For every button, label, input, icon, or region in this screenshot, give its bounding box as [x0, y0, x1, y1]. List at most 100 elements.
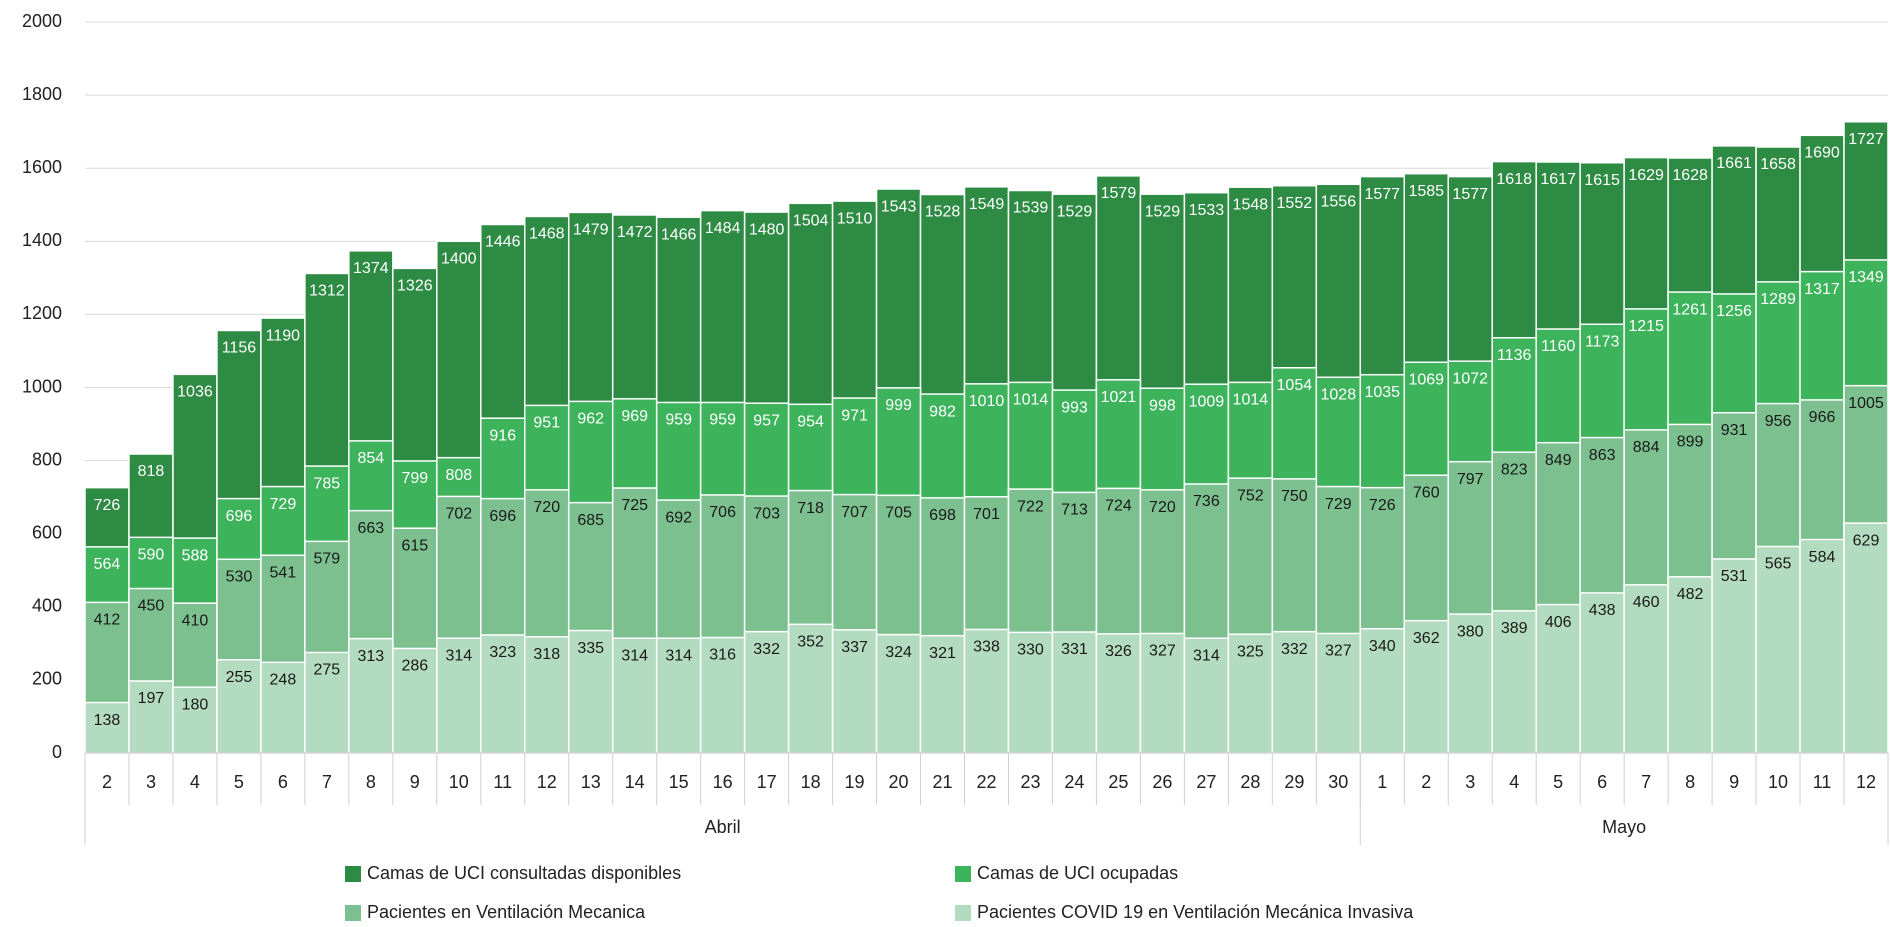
value-label: 584	[1809, 549, 1836, 566]
value-label: 331	[1061, 641, 1088, 658]
value-label: 1628	[1672, 167, 1708, 184]
value-label: 1585	[1408, 183, 1444, 200]
value-label: 1504	[793, 213, 829, 230]
value-label: 313	[357, 648, 384, 665]
value-label: 324	[885, 644, 912, 661]
value-label: 1349	[1848, 269, 1884, 286]
value-label: 541	[270, 564, 297, 581]
y-tick-label: 1800	[22, 84, 62, 104]
value-label: 1579	[1101, 185, 1137, 202]
value-label: 1661	[1716, 155, 1752, 172]
value-label: 724	[1105, 498, 1132, 515]
value-label: 314	[621, 647, 648, 664]
y-tick-label: 2000	[22, 11, 62, 31]
value-label: 286	[401, 658, 428, 675]
value-label: 726	[1369, 497, 1396, 514]
value-label: 1014	[1233, 392, 1269, 409]
value-label: 725	[621, 497, 648, 514]
value-label: 1005	[1848, 395, 1884, 412]
value-label: 1190	[266, 327, 301, 344]
value-label: 1261	[1672, 301, 1708, 318]
bar	[1051, 631, 1098, 754]
value-label: 314	[665, 647, 692, 664]
value-label: 1529	[1057, 203, 1093, 220]
value-label: 696	[489, 508, 516, 525]
value-label: 1479	[573, 222, 609, 239]
value-label: 705	[885, 505, 912, 522]
x-tick-label: 2	[1421, 772, 1431, 792]
value-label: 854	[357, 450, 384, 467]
bar	[611, 637, 658, 754]
value-label: 1021	[1101, 389, 1137, 406]
value-label: 1072	[1452, 370, 1488, 387]
value-label: 799	[401, 470, 428, 487]
bar	[1315, 632, 1362, 754]
bar	[963, 628, 1010, 754]
value-label: 1533	[1189, 202, 1225, 219]
value-label: 1484	[705, 220, 741, 237]
x-tick-label: 29	[1284, 772, 1304, 792]
bar	[172, 686, 218, 754]
value-label: 327	[1325, 643, 1352, 660]
group-label: Mayo	[1602, 817, 1646, 837]
value-label: 729	[1325, 496, 1352, 513]
value-label: 406	[1545, 614, 1572, 631]
y-tick-label: 1200	[22, 303, 62, 323]
value-label: 959	[709, 412, 736, 429]
value-label: 1009	[1189, 393, 1225, 410]
value-label: 1618	[1496, 171, 1532, 188]
x-tick-label: 21	[933, 772, 953, 792]
value-label: 412	[94, 612, 121, 629]
value-label: 1543	[881, 198, 917, 215]
bar	[1403, 619, 1449, 754]
value-label: 1312	[309, 283, 345, 300]
value-label: 330	[1017, 642, 1044, 659]
value-label: 326	[1105, 643, 1132, 660]
x-tick-label: 12	[537, 772, 557, 792]
bar	[436, 637, 482, 754]
value-label: 1160	[1541, 338, 1576, 355]
value-label: 1326	[397, 278, 433, 295]
value-label: 275	[314, 662, 341, 679]
value-label: 332	[1281, 641, 1308, 658]
value-label: 707	[841, 504, 868, 521]
legend-swatch	[345, 866, 361, 882]
value-label: 685	[577, 512, 604, 529]
x-tick-label: 7	[1641, 772, 1651, 792]
x-tick-label: 4	[1509, 772, 1519, 792]
value-label: 971	[841, 407, 868, 424]
value-label: 849	[1545, 452, 1572, 469]
y-tick-label: 400	[32, 596, 62, 616]
value-label: 718	[797, 500, 824, 517]
value-label: 1727	[1848, 131, 1884, 148]
bar	[787, 623, 834, 754]
x-tick-label: 8	[366, 772, 376, 792]
legend-label: Camas de UCI consultadas disponibles	[367, 863, 681, 883]
bar	[524, 636, 570, 754]
x-tick-label: 19	[845, 772, 865, 792]
value-label: 590	[138, 547, 165, 564]
bar	[1579, 592, 1625, 754]
legend-label: Camas de UCI ocupadas	[977, 863, 1178, 883]
value-label: 438	[1589, 602, 1616, 619]
x-tick-label: 27	[1196, 772, 1216, 792]
bar	[699, 636, 746, 754]
value-label: 1552	[1277, 195, 1313, 212]
value-label: 588	[182, 547, 209, 564]
x-tick-label: 7	[322, 772, 332, 792]
legend-label: Pacientes en Ventilación Mecanica	[367, 902, 646, 922]
value-label: 1014	[1013, 392, 1049, 409]
value-label: 352	[797, 634, 824, 651]
x-tick-label: 30	[1328, 772, 1348, 792]
legend-swatch	[345, 905, 361, 921]
value-label: 629	[1853, 532, 1880, 549]
value-label: 1466	[661, 226, 697, 243]
y-tick-label: 800	[32, 449, 62, 469]
value-label: 325	[1237, 643, 1264, 660]
value-label: 797	[1457, 471, 1484, 488]
value-label: 1289	[1760, 291, 1796, 308]
y-tick-label: 0	[52, 742, 62, 762]
x-tick-label: 9	[410, 772, 420, 792]
x-tick-label: 3	[146, 772, 156, 792]
value-label: 1539	[1013, 200, 1049, 217]
